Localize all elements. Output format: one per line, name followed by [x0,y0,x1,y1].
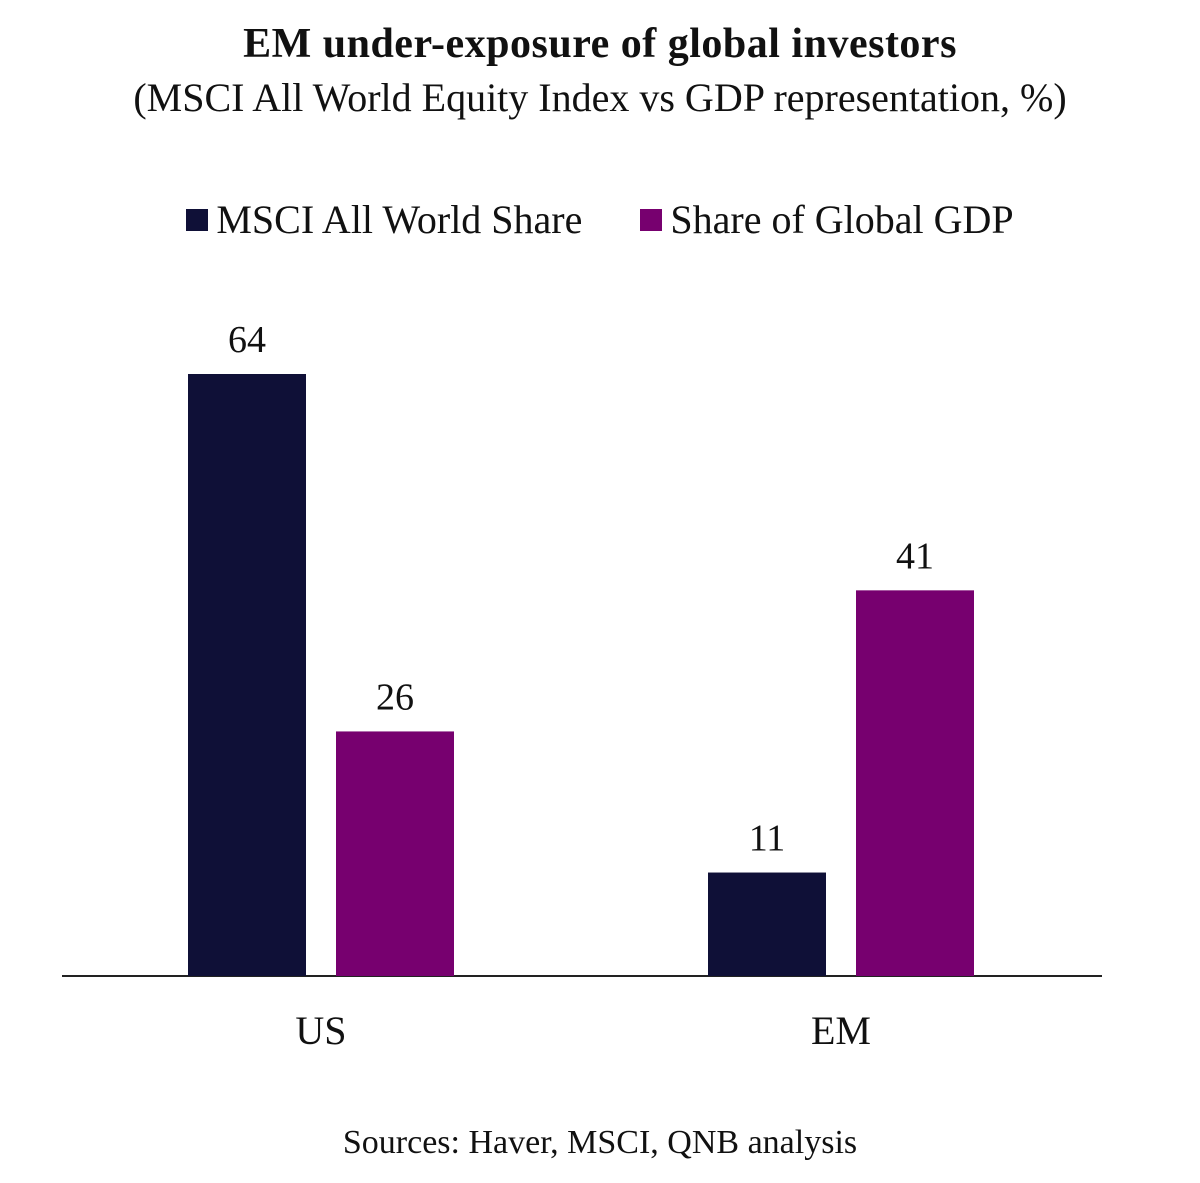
chart-subtitle: (MSCI All World Equity Index vs GDP repr… [133,75,1067,120]
legend-item-msci: MSCI All World Share [186,196,582,243]
data-label-us-series-1: 26 [376,676,414,718]
legend-label-msci: MSCI All World Share [216,197,583,242]
data-label-em-series-1: 41 [896,535,934,577]
category-label-us: US [295,1008,346,1053]
bar-em-series-0 [708,872,826,976]
category-label-em: EM [811,1008,871,1053]
legend-item-gdp: Share of Global GDP [640,196,1014,243]
bar-us-series-0 [188,374,306,976]
source-note: Sources: Haver, MSCI, QNB analysis [342,1124,858,1161]
bar-us-series-1 [336,731,454,976]
bar-em-series-1 [856,590,974,976]
legend-swatch-msci [186,208,209,231]
data-label-em-series-0: 11 [749,818,786,860]
chart-title: EM under-exposure of global investors [243,21,957,67]
legend: MSCI All World Share Share of Global GDP [0,196,1200,243]
legend-label-gdp: Share of Global GDP [670,197,1014,242]
legend-swatch-gdp [640,208,663,231]
data-label-us-series-0: 64 [228,319,266,361]
